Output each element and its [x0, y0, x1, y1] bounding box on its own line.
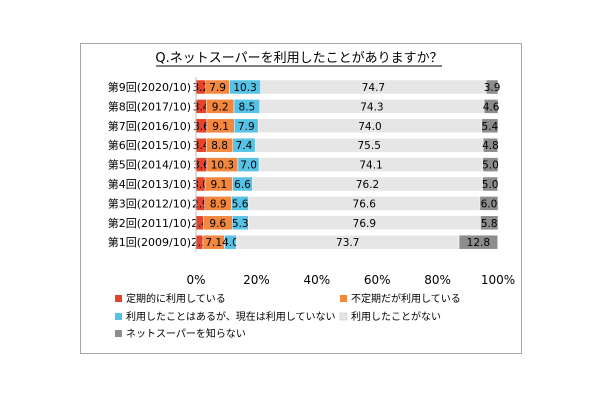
x-tick-label: 80%: [424, 273, 451, 287]
row-label: 第7回(2016/10): [108, 119, 191, 133]
data-label: 7.0: [240, 160, 257, 172]
data-label: 9.6: [209, 218, 226, 230]
data-label: 3.4: [193, 101, 210, 113]
legend-entry: ネットスーパーを知らない: [126, 327, 246, 340]
data-label: 6.6: [234, 179, 251, 191]
data-label: 3.4: [193, 140, 210, 152]
x-tick-label: 100%: [481, 273, 515, 287]
legend-entry: 利用したことはあるが、現在は利用していない: [126, 310, 336, 323]
row-label: 第9回(2020/10): [108, 80, 191, 94]
data-label: 5.3: [232, 218, 249, 230]
bar-segment: [485, 79, 499, 95]
row-label: 第1回(2009/10): [108, 235, 191, 249]
data-label: 9.2: [212, 101, 229, 113]
data-label: 7.9: [209, 82, 226, 94]
row-label: 第5回(2014/10): [108, 158, 191, 172]
x-tick-label: 40%: [303, 273, 330, 287]
legend-entry: 利用したことがない: [351, 310, 441, 323]
bar-segment: [482, 137, 498, 153]
legend-entry: 定期的に利用している: [126, 292, 226, 305]
row-label: 第2回(2011/10): [108, 216, 191, 230]
row-label: 第3回(2012/10): [108, 196, 191, 210]
legend-entry: 不定期だが利用している: [351, 292, 461, 305]
data-label: 5.8: [481, 218, 498, 230]
data-label: 7.1: [205, 237, 222, 249]
legend-swatch: [339, 312, 348, 321]
data-label: 4.6: [483, 101, 500, 113]
data-label: 10.3: [233, 82, 256, 94]
data-label: 10.3: [211, 160, 234, 172]
data-label: 12.8: [467, 237, 490, 249]
data-label: 76.6: [353, 198, 377, 210]
bar-segment: [480, 215, 499, 231]
data-label: 76.9: [353, 218, 376, 230]
data-label: 73.7: [336, 237, 359, 249]
data-label: 76.2: [356, 179, 379, 191]
data-label: 5.0: [482, 179, 499, 191]
data-label: 6.0: [481, 198, 498, 210]
chart-title: Q.ネットスーパーを利用したことがありますか？: [155, 51, 442, 66]
data-label: 9.1: [210, 179, 227, 191]
legend-swatch: [115, 313, 122, 320]
data-label: 5.6: [232, 198, 249, 210]
data-label: 74.1: [359, 160, 382, 172]
bar-segment: [483, 99, 499, 114]
data-label: 3.6: [193, 121, 210, 133]
x-tick-label: 60%: [364, 273, 391, 287]
data-label: 74.3: [360, 101, 383, 113]
legend-swatch: [340, 295, 347, 302]
data-label: 5.4: [481, 121, 498, 133]
chart-frame: Q.ネットスーパーを利用したことがありますか？ 第9回(2020/10) 3.2 7.…: [80, 43, 522, 354]
data-label: 8.9: [210, 198, 227, 210]
data-label: 74.0: [358, 121, 381, 133]
legend-swatch: [115, 330, 122, 337]
data-label: 74.7: [362, 82, 385, 94]
legend-swatch: [115, 295, 122, 302]
bar-segment: [481, 118, 499, 134]
row-label: 第4回(2013/10): [108, 177, 191, 191]
data-label: 75.5: [358, 140, 381, 152]
stacked-bar-chart: Q.ネットスーパーを利用したことがありますか？第9回(2020/10) 3.2 7.…: [108, 51, 515, 340]
x-tick-label: 20%: [243, 273, 270, 287]
data-label: 3.2: [192, 82, 209, 94]
data-label: 8.5: [239, 101, 256, 113]
bar-segment: [458, 234, 498, 250]
data-label: 4.0: [222, 237, 239, 249]
data-label: 7.4: [236, 140, 253, 152]
bar-segment: [482, 176, 498, 192]
bar-segment: [482, 157, 499, 172]
data-label: 5.0: [482, 160, 499, 172]
data-label: 9.1: [212, 121, 229, 133]
row-label: 第8回(2017/10): [108, 99, 191, 113]
data-label: 4.8: [482, 140, 499, 152]
x-tick-label: 0%: [186, 273, 205, 287]
row-label: 第6回(2015/10): [108, 138, 191, 152]
data-label: 8.8: [211, 140, 228, 152]
bar-segment: [479, 196, 499, 211]
data-label: 3.9: [484, 82, 501, 94]
data-label: 3.6: [193, 160, 210, 172]
data-label: 7.9: [238, 121, 255, 133]
